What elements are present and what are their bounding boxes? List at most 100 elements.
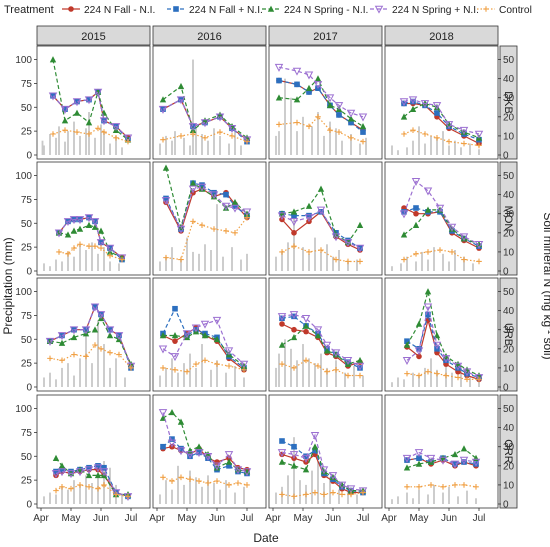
precip-bar	[287, 242, 289, 271]
series-point	[169, 436, 175, 442]
series-point	[215, 113, 225, 122]
precip-bar	[103, 247, 105, 271]
series-point	[303, 491, 309, 498]
precip-bar	[341, 140, 343, 155]
series-point	[304, 71, 314, 80]
series-point	[57, 332, 67, 341]
series-point	[163, 195, 169, 202]
series-point	[190, 218, 196, 225]
series-point	[439, 454, 447, 461]
series-point	[217, 129, 223, 135]
series-point	[193, 361, 199, 367]
precip-bar	[201, 134, 203, 155]
y-right-tick-label: 10	[503, 131, 515, 142]
series-point	[62, 106, 68, 112]
series-point	[244, 214, 250, 221]
series-point	[170, 353, 180, 362]
precip-bar	[219, 135, 221, 155]
series-point	[197, 183, 207, 192]
precip-bar	[436, 369, 438, 387]
series-point	[275, 94, 283, 101]
strip-year-bg	[268, 25, 383, 46]
series-point	[210, 193, 218, 200]
series-point	[200, 119, 210, 128]
series-point	[426, 454, 436, 463]
series-point	[306, 249, 312, 255]
strip-year-bg	[36, 25, 151, 46]
x-tick-label: Jul	[125, 513, 138, 524]
series-point	[276, 121, 282, 128]
x-tick-label: Apr	[265, 513, 281, 524]
precip-bar	[275, 367, 277, 387]
series-point	[51, 470, 61, 479]
series-point	[213, 335, 221, 343]
precip-bar	[67, 489, 69, 504]
y-left-tick-label: 0	[26, 151, 32, 162]
series-point	[322, 341, 332, 350]
series-point	[178, 133, 184, 139]
series-point	[81, 326, 91, 335]
legend-marker	[374, 5, 384, 14]
precip-bar	[475, 498, 477, 504]
series-point	[99, 117, 109, 126]
series-point	[167, 439, 177, 448]
series-point	[213, 464, 221, 471]
precip-bar	[427, 494, 429, 504]
precip-bar	[228, 143, 230, 155]
series-point	[452, 461, 458, 467]
series-point	[242, 136, 252, 145]
series-point	[333, 256, 339, 263]
precip-bar	[442, 492, 444, 504]
series-point	[176, 225, 186, 234]
series-point	[191, 324, 201, 333]
series-point	[332, 351, 340, 358]
series-line	[281, 445, 363, 492]
series-point	[222, 204, 230, 211]
series-point	[476, 142, 482, 149]
y-right-tick-label: 20	[503, 344, 515, 355]
series-point	[69, 216, 79, 225]
y-left-tick-label: 100	[15, 55, 32, 66]
series-point	[473, 461, 479, 467]
series-line	[165, 217, 248, 261]
precip-bar	[109, 143, 111, 155]
series-point	[291, 212, 297, 219]
series-point	[328, 472, 338, 481]
panel	[152, 394, 267, 509]
series-point	[301, 454, 311, 463]
precip-bar	[362, 375, 364, 387]
series-point	[223, 228, 229, 234]
series-point	[410, 98, 416, 105]
series-point	[414, 449, 424, 458]
series-point	[316, 206, 326, 215]
series-point	[474, 374, 484, 383]
precip-bar	[469, 143, 471, 155]
precip-bar	[448, 261, 450, 271]
series-point	[464, 370, 470, 377]
x-tick-label: May	[294, 513, 313, 524]
series-point	[52, 454, 60, 461]
series-point	[95, 463, 101, 469]
series-point	[474, 240, 484, 249]
series-point	[106, 332, 114, 339]
series-point	[360, 138, 366, 145]
y-left-tick-label: 0	[26, 383, 32, 394]
precip-bar	[195, 126, 197, 155]
precip-bar	[314, 237, 316, 271]
precip-bar	[192, 59, 194, 155]
series-point	[441, 355, 451, 364]
series-point	[277, 313, 287, 322]
x-tick-label: May	[178, 513, 197, 524]
precip-bar	[314, 363, 316, 387]
series-point	[318, 247, 324, 253]
precip-bar	[97, 320, 99, 387]
x-tick-label: May	[62, 513, 81, 524]
series-point	[290, 462, 298, 469]
series-point	[201, 332, 209, 339]
series-point	[423, 303, 433, 312]
series-point	[437, 247, 443, 253]
series-point	[62, 127, 68, 133]
series-point	[176, 447, 186, 456]
series-point	[324, 368, 330, 375]
legend-label: Control	[499, 5, 532, 16]
